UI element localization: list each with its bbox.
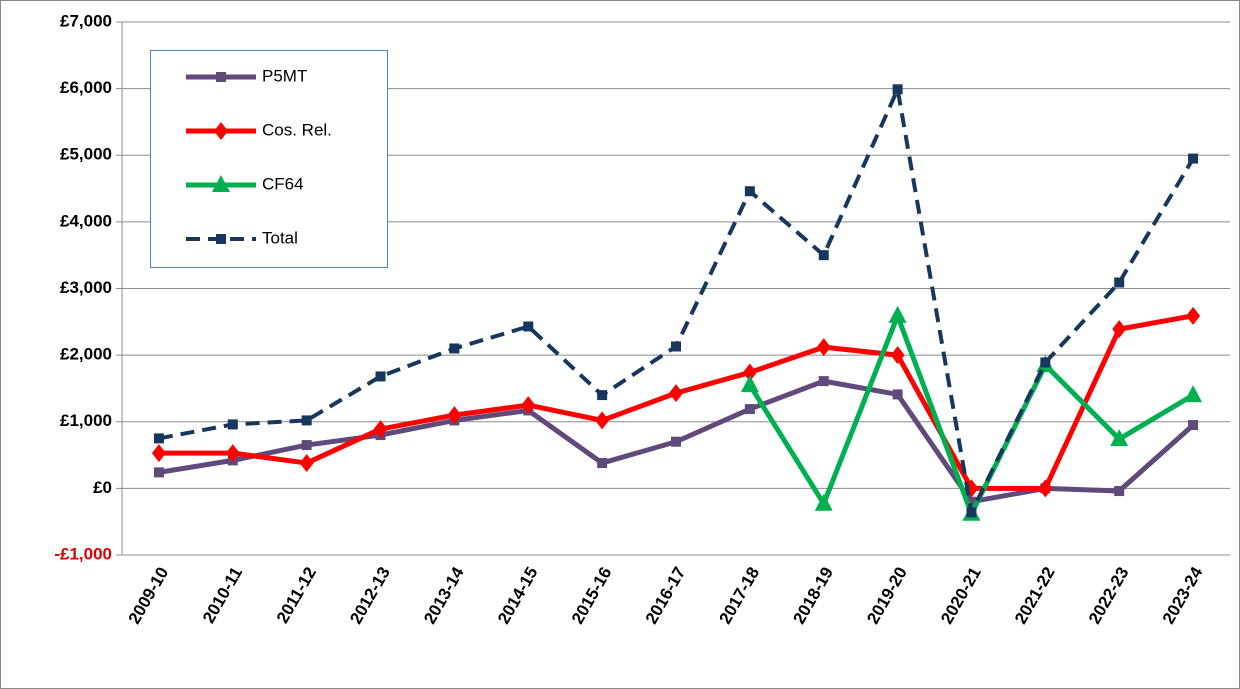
legend-label: P5MT	[262, 66, 307, 85]
point-marker	[1112, 320, 1127, 339]
point-marker	[1186, 306, 1201, 325]
point-marker	[523, 321, 534, 332]
point-marker	[301, 415, 312, 426]
point-marker	[890, 346, 905, 365]
legend-marker	[212, 175, 230, 192]
y-tick-label: -£1,000	[54, 544, 112, 563]
legend-label: Total	[262, 228, 298, 247]
point-marker	[1038, 479, 1053, 498]
legend-marker	[216, 72, 226, 82]
point-marker	[521, 396, 536, 415]
point-marker	[966, 496, 977, 507]
point-marker	[744, 404, 755, 415]
point-marker	[597, 390, 608, 401]
point-marker	[225, 444, 240, 463]
point-marker	[818, 250, 829, 261]
point-marker	[301, 440, 312, 451]
point-marker	[153, 433, 164, 444]
point-marker	[888, 305, 907, 323]
y-tick-label: £1,000	[60, 411, 112, 430]
point-marker	[1110, 429, 1129, 447]
point-marker	[892, 389, 903, 400]
point-marker	[375, 371, 386, 382]
y-tick-label: £6,000	[60, 78, 112, 97]
point-marker	[1114, 277, 1125, 288]
point-marker	[227, 419, 238, 430]
y-tick-label: £0	[93, 478, 112, 497]
point-marker	[892, 84, 903, 95]
y-tick-label: £7,000	[60, 11, 112, 30]
point-marker	[671, 341, 681, 352]
point-marker	[373, 420, 388, 439]
point-marker	[744, 186, 755, 197]
y-tick-label: £3,000	[60, 278, 112, 297]
point-marker	[814, 493, 833, 511]
point-marker	[1184, 385, 1203, 403]
point-marker	[153, 467, 164, 478]
y-tick-label: £4,000	[60, 211, 112, 230]
legend-label: Cos. Rel.	[262, 120, 332, 139]
point-marker	[966, 507, 977, 518]
point-marker	[595, 411, 610, 430]
y-tick-label: £2,000	[60, 345, 112, 364]
point-marker	[1114, 486, 1125, 497]
point-marker	[299, 454, 314, 473]
point-marker	[1188, 420, 1199, 431]
point-marker	[671, 436, 681, 447]
y-tick-label: £5,000	[60, 145, 112, 164]
point-marker	[151, 444, 166, 463]
point-marker	[597, 458, 608, 469]
point-marker	[740, 375, 759, 393]
legend-marker	[216, 234, 226, 244]
legend-label: CF64	[262, 174, 304, 193]
point-marker	[742, 363, 757, 382]
point-marker	[816, 338, 831, 357]
point-marker	[818, 376, 829, 387]
legend-marker	[214, 122, 228, 140]
point-marker	[1188, 153, 1199, 164]
legend-box	[150, 50, 388, 268]
legend: P5MT Cos. Rel. CF64 Total	[150, 50, 388, 268]
point-marker	[669, 384, 683, 403]
point-marker	[447, 406, 462, 425]
point-marker	[449, 343, 460, 354]
point-marker	[1040, 357, 1051, 368]
